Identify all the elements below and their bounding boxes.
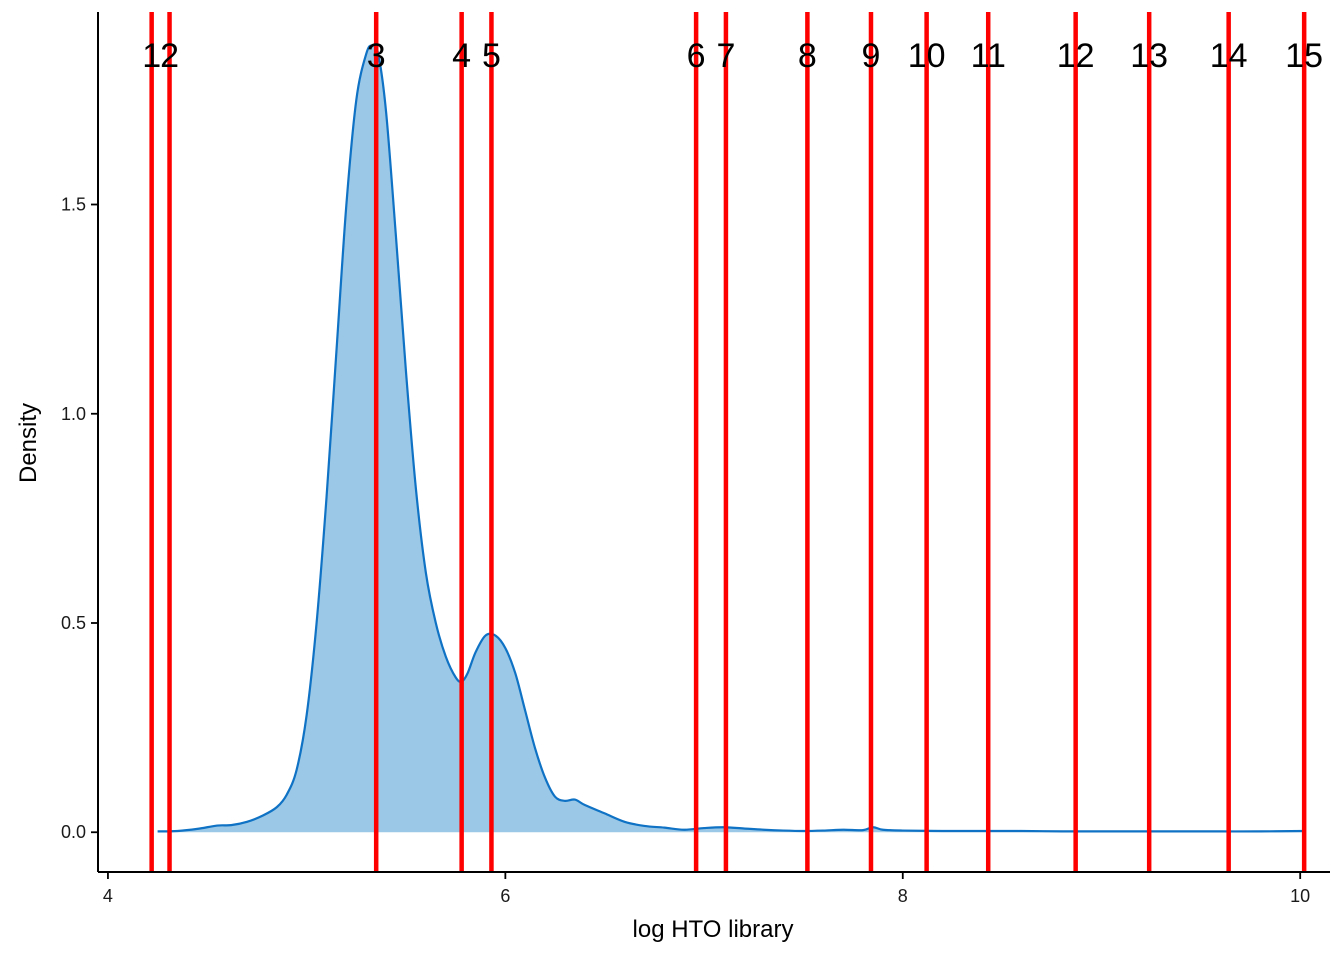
threshold-label-2: 2 — [160, 37, 179, 75]
x-tick-label: 4 — [103, 886, 113, 906]
threshold-label-6: 6 — [687, 37, 706, 75]
threshold-label-11: 11 — [971, 37, 1006, 75]
threshold-label-10: 10 — [908, 37, 946, 75]
y-tick-label: 0.5 — [61, 613, 86, 633]
threshold-label-9: 9 — [862, 37, 881, 75]
x-tick-label: 10 — [1290, 886, 1310, 906]
threshold-label-3: 3 — [367, 37, 386, 75]
threshold-label-4: 4 — [452, 37, 471, 75]
axes: 4 6 8 10 0.0 0.5 1.0 1.5 — [61, 12, 1330, 906]
threshold-label-8: 8 — [798, 37, 817, 75]
y-axis-title: Density — [15, 403, 42, 483]
threshold-label-5: 5 — [482, 37, 501, 75]
threshold-label-12: 12 — [1057, 37, 1095, 75]
y-tick-label: 1.0 — [61, 404, 86, 424]
threshold-label-13: 13 — [1130, 37, 1168, 75]
density-line — [157, 44, 1305, 833]
density-area — [157, 45, 1305, 833]
y-tick-label: 1.5 — [61, 195, 86, 215]
threshold-label-14: 14 — [1210, 37, 1248, 75]
x-axis-title: log HTO library — [633, 916, 794, 943]
threshold-label-1: 1 — [142, 37, 161, 75]
x-tick-label: 8 — [898, 886, 908, 906]
threshold-label-15: 15 — [1285, 37, 1323, 75]
x-tick-label: 6 — [500, 886, 510, 906]
y-tick-label: 0.0 — [61, 822, 86, 842]
plot-area: 12 3 4 5 6 7 8 9 10 11 12 13 14 15 — [142, 12, 1323, 872]
threshold-label-7: 7 — [716, 37, 735, 75]
